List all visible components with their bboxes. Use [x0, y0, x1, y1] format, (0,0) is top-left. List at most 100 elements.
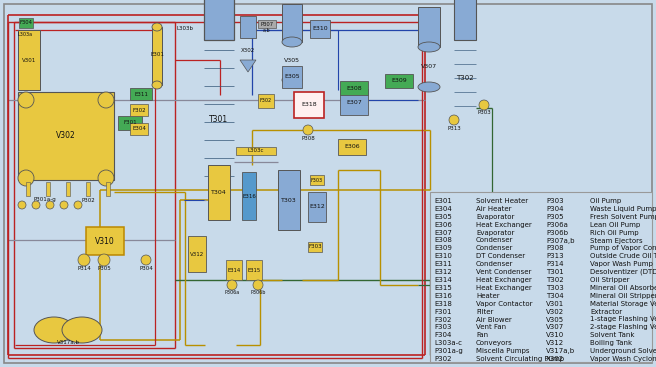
Text: P306a: P306a — [224, 290, 239, 294]
Text: Evaporator: Evaporator — [476, 230, 514, 236]
Text: P304: P304 — [139, 265, 153, 270]
Bar — [246, 260, 262, 280]
Text: Vapor Wash Cyclone: Vapor Wash Cyclone — [590, 356, 656, 362]
Bar — [308, 242, 322, 252]
Ellipse shape — [227, 280, 237, 290]
Text: E307: E307 — [346, 99, 362, 105]
Text: P304: P304 — [546, 206, 564, 212]
Text: V305: V305 — [284, 58, 300, 63]
Bar — [242, 172, 256, 220]
Text: V317a,b: V317a,b — [56, 339, 79, 345]
Bar — [106, 182, 110, 196]
Text: Mineral Oil Stripper: Mineral Oil Stripper — [590, 293, 656, 299]
Ellipse shape — [60, 201, 68, 209]
Text: L303c: L303c — [248, 149, 264, 153]
Text: E308: E308 — [346, 86, 362, 91]
Ellipse shape — [152, 23, 162, 31]
Bar — [454, 0, 476, 40]
Text: Vapor Contactor: Vapor Contactor — [476, 301, 533, 307]
Text: P313: P313 — [546, 253, 564, 259]
Text: P302: P302 — [81, 197, 95, 203]
Text: E315: E315 — [247, 268, 260, 273]
Text: P306b: P306b — [251, 290, 266, 294]
Text: F301: F301 — [123, 120, 137, 126]
Text: P314: P314 — [77, 265, 91, 270]
Bar — [258, 20, 276, 28]
Text: F304: F304 — [434, 332, 451, 338]
Text: Air Heater: Air Heater — [476, 206, 512, 212]
Text: V312: V312 — [190, 251, 204, 257]
Text: E301: E301 — [434, 198, 452, 204]
Text: V317a,b: V317a,b — [546, 348, 575, 354]
Text: E314: E314 — [434, 277, 452, 283]
Text: Heat Exchanger: Heat Exchanger — [476, 285, 532, 291]
Ellipse shape — [34, 317, 74, 343]
Text: E312: E312 — [434, 269, 452, 275]
Bar — [208, 165, 230, 220]
Text: Desolventizer (DTDC): Desolventizer (DTDC) — [590, 269, 656, 275]
Ellipse shape — [78, 254, 90, 266]
Text: Material Storage Vessel: Material Storage Vessel — [590, 301, 656, 307]
Ellipse shape — [253, 280, 263, 290]
Text: E316: E316 — [434, 293, 452, 299]
Text: Lean Oil Pump: Lean Oil Pump — [590, 222, 640, 228]
Bar — [66, 182, 70, 196]
Text: Oil Pump: Oil Pump — [590, 198, 621, 204]
Ellipse shape — [74, 201, 82, 209]
Bar — [430, 192, 652, 362]
Bar — [130, 104, 148, 116]
Text: E306: E306 — [434, 222, 452, 228]
Text: Oil Stripper: Oil Stripper — [590, 277, 630, 283]
Text: DT Condenser: DT Condenser — [476, 253, 525, 259]
Text: Underground Solvent Tanks: Underground Solvent Tanks — [590, 348, 656, 354]
Text: P303: P303 — [477, 109, 491, 115]
Text: Condenser: Condenser — [476, 237, 514, 243]
Text: T304: T304 — [546, 293, 564, 299]
Text: E309: E309 — [434, 246, 452, 251]
Text: E315: E315 — [434, 285, 452, 291]
Text: E309: E309 — [391, 79, 407, 84]
Ellipse shape — [62, 317, 102, 343]
Ellipse shape — [418, 42, 440, 52]
Text: F304: F304 — [20, 21, 33, 25]
Text: F301: F301 — [434, 309, 451, 315]
Text: F303: F303 — [308, 244, 322, 250]
Text: Conveyors: Conveyors — [476, 340, 513, 346]
Bar — [310, 175, 324, 185]
Text: Extractor: Extractor — [590, 309, 622, 315]
Bar — [204, 0, 234, 40]
Text: 2-stage Flashing Vessel: 2-stage Flashing Vessel — [590, 324, 656, 330]
Text: E306: E306 — [344, 145, 359, 149]
Text: Heater: Heater — [476, 293, 500, 299]
Bar — [282, 66, 302, 88]
Text: T302: T302 — [546, 277, 564, 283]
Text: T303: T303 — [546, 285, 564, 291]
Bar — [226, 260, 242, 280]
Text: T303: T303 — [281, 197, 297, 203]
Text: Fresh Solvent Pump: Fresh Solvent Pump — [590, 214, 656, 220]
Text: Condenser: Condenser — [476, 261, 514, 267]
Bar — [188, 236, 206, 272]
Ellipse shape — [479, 100, 489, 110]
Bar — [340, 89, 368, 115]
Text: T304: T304 — [211, 190, 227, 196]
Text: Vent Condenser: Vent Condenser — [476, 269, 531, 275]
Ellipse shape — [98, 170, 114, 186]
Ellipse shape — [98, 254, 110, 266]
Bar — [236, 147, 276, 155]
Ellipse shape — [98, 92, 114, 108]
Text: P307: P307 — [260, 22, 274, 26]
Text: Heat Exchanger: Heat Exchanger — [476, 277, 532, 283]
Bar — [385, 74, 413, 88]
Text: L303a: L303a — [17, 33, 32, 37]
Text: Air Blower: Air Blower — [476, 316, 512, 323]
Text: P302: P302 — [434, 356, 451, 362]
Ellipse shape — [282, 75, 302, 85]
Text: F302: F302 — [434, 316, 451, 323]
Text: E311: E311 — [434, 261, 452, 267]
Text: Outside Crude Oil Tank: Outside Crude Oil Tank — [590, 253, 656, 259]
Text: P301a-g: P301a-g — [434, 348, 462, 354]
Text: F303: F303 — [311, 178, 323, 182]
Text: E304: E304 — [132, 127, 146, 131]
Text: X302: X302 — [241, 47, 255, 52]
